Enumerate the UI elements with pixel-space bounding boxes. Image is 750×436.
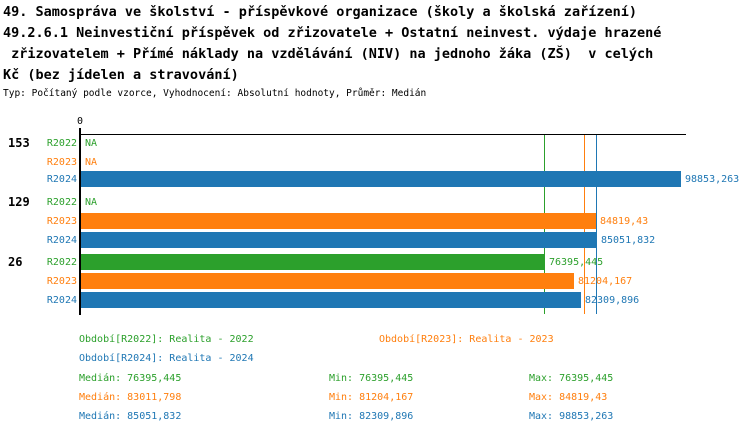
group-label: 26 <box>8 255 23 269</box>
bar-value-label: 76395,445 <box>549 257 604 268</box>
bar-value-label: 81204,167 <box>578 276 633 287</box>
chart-title-line-2: 49.2.6.1 Neinvestiční příspěvek od zřizo… <box>3 25 662 41</box>
legend-min-R2024: Min: 82309,896 <box>329 411 414 422</box>
legend-min-R2022: Min: 76395,445 <box>329 373 414 384</box>
bar-R2024-group-129 <box>81 232 597 248</box>
group-label: 129 <box>8 195 30 209</box>
legend-median-R2022: Medián: 76395,445 <box>79 373 182 384</box>
bar-value-label: 85051,832 <box>601 235 656 246</box>
series-label-R2022: R2022 <box>46 197 77 208</box>
legend-period-R2023: Období[R2023]: Realita - 2023 <box>379 334 554 345</box>
chart-title-line-1: 49. Samospráva ve školství - příspěvkové… <box>3 4 637 20</box>
series-label-R2023: R2023 <box>46 157 77 168</box>
series-label-R2023: R2023 <box>46 216 77 227</box>
x-axis-line <box>80 134 686 135</box>
bar-value-label: 84819,43 <box>600 216 649 227</box>
legend-max-R2023: Max: 84819,43 <box>529 392 608 403</box>
median-line-R2024 <box>596 135 597 314</box>
bar-value-label: 98853,263 <box>685 174 740 185</box>
legend-max-R2024: Max: 98853,263 <box>529 411 614 422</box>
chart-title-line-4: Kč (bez jídelen a stravování) <box>3 67 239 83</box>
na-value-label: NA <box>85 138 98 149</box>
group-label: 153 <box>8 136 30 150</box>
bar-R2024-group-153 <box>81 171 681 187</box>
na-value-label: NA <box>85 197 98 208</box>
legend-max-R2022: Max: 76395,445 <box>529 373 614 384</box>
chart-title-line-3: zřizovatelem + Přímé náklady na vzdělává… <box>3 46 654 62</box>
bar-R2023-group-26 <box>81 273 574 289</box>
chart-subtitle: Typ: Počítaný podle vzorce, Vyhodnocení:… <box>3 88 427 99</box>
series-label-R2023: R2023 <box>46 276 77 287</box>
series-label-R2022: R2022 <box>46 257 77 268</box>
bar-value-label: 82309,896 <box>585 295 640 306</box>
series-label-R2024: R2024 <box>46 174 77 185</box>
series-label-R2024: R2024 <box>46 235 77 246</box>
bar-R2022-group-26 <box>81 254 545 270</box>
na-value-label: NA <box>85 157 98 168</box>
y-axis-line <box>79 128 81 315</box>
series-label-R2024: R2024 <box>46 295 77 306</box>
legend-median-R2023: Medián: 83011,798 <box>79 392 182 403</box>
chart-title-block: 49. Samospráva ve školství - příspěvkové… <box>0 2 661 101</box>
legend-period-R2022: Období[R2022]: Realita - 2022 <box>79 334 254 345</box>
legend-period-R2024: Období[R2024]: Realita - 2024 <box>79 353 254 364</box>
series-label-R2022: R2022 <box>46 138 77 149</box>
bar-R2023-group-129 <box>81 213 596 229</box>
bar-R2024-group-26 <box>81 292 581 308</box>
legend-min-R2023: Min: 81204,167 <box>329 392 414 403</box>
legend-median-R2024: Medián: 85051,832 <box>79 411 182 422</box>
x-axis-zero-tick-label: 0 <box>76 116 84 127</box>
